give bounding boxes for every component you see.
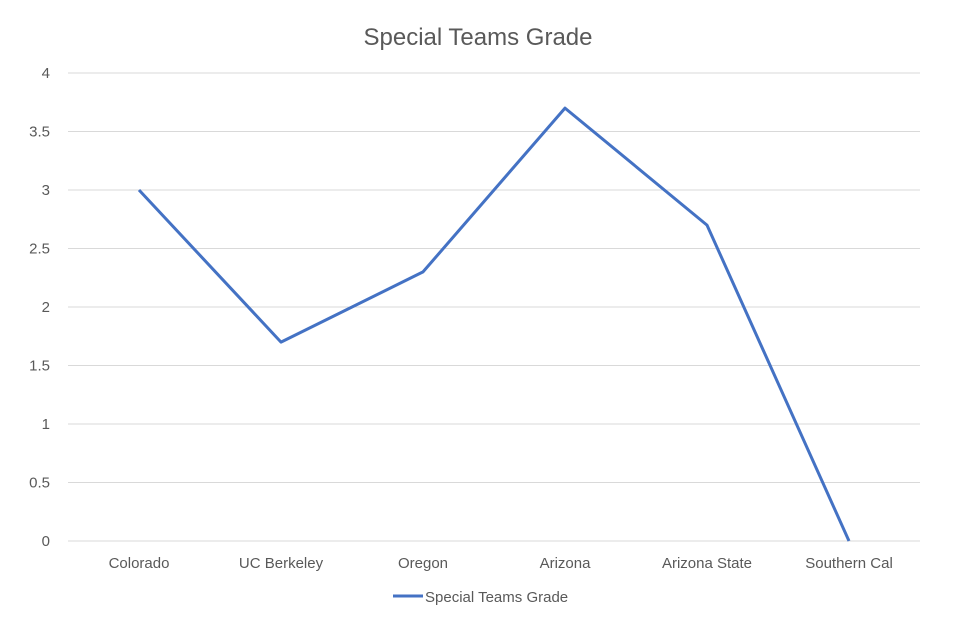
x-tick-label: Southern Cal <box>805 555 893 572</box>
y-tick-label: 0 <box>42 533 50 550</box>
y-tick-label: 3.5 <box>29 124 50 141</box>
y-tick-label: 0.5 <box>29 475 50 492</box>
series-line <box>137 106 851 542</box>
legend-label: Special Teams Grade <box>425 589 568 606</box>
x-tick-label: Oregon <box>398 555 448 572</box>
chart-title: Special Teams Grade <box>363 24 592 51</box>
x-tick-label: Colorado <box>109 555 170 572</box>
y-tick-label: 3 <box>42 182 50 199</box>
y-tick-label: 4 <box>42 65 50 82</box>
legend: Special Teams Grade <box>393 589 568 606</box>
x-tick-label: Arizona State <box>662 555 752 572</box>
x-axis-ticks: Colorado UC Berkeley Oregon Arizona Arizona … <box>109 555 893 572</box>
x-tick-label: Arizona <box>540 555 592 572</box>
y-tick-label: 1 <box>42 416 50 433</box>
gridlines <box>68 72 920 542</box>
y-tick-label: 2 <box>42 299 50 316</box>
series-group <box>137 106 851 542</box>
y-tick-label: 1.5 <box>29 358 50 375</box>
x-tick-label: UC Berkeley <box>239 555 324 572</box>
y-axis-ticks: 0 0.5 1 1.5 2 2.5 3 3.5 4 <box>29 65 50 550</box>
y-tick-label: 2.5 <box>29 241 50 258</box>
